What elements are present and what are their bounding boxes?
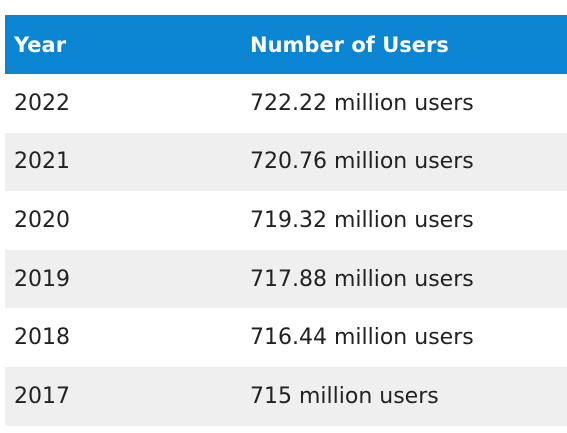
year-column-header: Year — [5, 15, 241, 74]
users-cell: 720.76 million users — [241, 132, 567, 192]
year-cell: 2021 — [5, 132, 241, 192]
table-body: 2022 722.22 million users 2021 720.76 mi… — [5, 74, 567, 426]
table-row: 2020 719.32 million users — [5, 191, 567, 250]
year-cell: 2020 — [14, 207, 70, 233]
table-row: 2019 717.88 million users — [5, 249, 567, 309]
users-cell: 722.22 million users — [250, 90, 474, 116]
table-row: 2022 722.22 million users — [5, 74, 567, 133]
year-cell: 2019 — [5, 249, 241, 309]
users-cell: 715 million users — [241, 366, 567, 426]
users-cell: 717.88 million users — [241, 249, 567, 309]
users-table-container: Year Number of Users 2022 722.22 million… — [5, 15, 567, 426]
table-header-row: Year Number of Users — [5, 15, 567, 74]
year-cell: 2022 — [14, 90, 70, 116]
users-cell: 716.44 million users — [250, 325, 474, 351]
year-cell: 2018 — [14, 325, 70, 351]
table-row: 2018 716.44 million users — [5, 308, 567, 367]
users-column-header: Number of Users — [241, 15, 567, 74]
users-cell: 719.32 million users — [250, 207, 474, 233]
users-by-year-table: Year Number of Users 2022 722.22 million… — [5, 15, 567, 426]
year-cell: 2017 — [5, 366, 241, 426]
table-header: Year Number of Users — [5, 15, 567, 74]
table-row: 2021 720.76 million users — [5, 132, 567, 192]
table-row: 2017 715 million users — [5, 366, 567, 426]
